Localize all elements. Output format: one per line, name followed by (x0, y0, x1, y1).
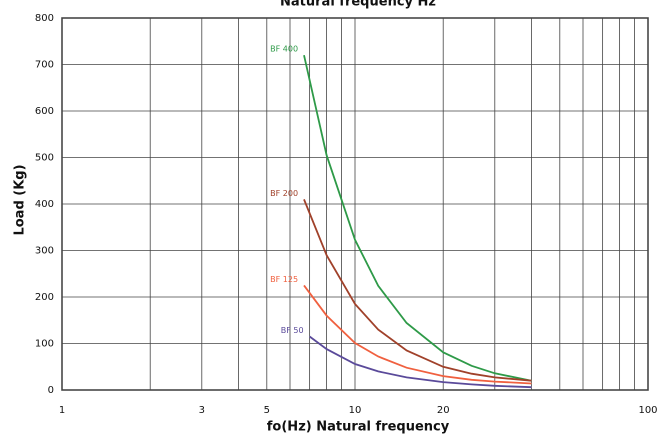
x-tick-label: 5 (264, 405, 270, 416)
y-tick-label: 800 (35, 13, 54, 24)
y-tick-label: 300 (35, 246, 54, 257)
series-line (303, 284, 532, 385)
x-tick-label: 100 (638, 405, 657, 416)
x-tick-label: 3 (199, 405, 205, 416)
y-axis-label: Load (Kg) (13, 164, 28, 235)
series-line (303, 199, 532, 382)
x-tick-label: 1 (59, 405, 65, 416)
series-label: BF 200 (270, 189, 298, 198)
chart-title: Natural frequency Hz (280, 0, 436, 10)
y-tick-label: 200 (35, 292, 54, 303)
y-tick-label: 500 (35, 153, 54, 164)
x-axis-label: fo(Hz) Natural frequency (267, 420, 450, 435)
series-line (309, 335, 532, 389)
x-tick-label: 10 (349, 405, 362, 416)
x-tick-label: 20 (437, 405, 450, 416)
series-label: BF 125 (270, 275, 298, 284)
y-tick-label: 700 (35, 60, 54, 71)
y-tick-label: 0 (48, 385, 54, 396)
series-line (303, 55, 532, 382)
y-tick-label: 600 (35, 106, 54, 117)
y-tick-label: 400 (35, 199, 54, 210)
y-tick-label: 100 (35, 339, 54, 350)
series-label: BF 50 (281, 326, 304, 335)
series-label: BF 400 (270, 45, 298, 54)
